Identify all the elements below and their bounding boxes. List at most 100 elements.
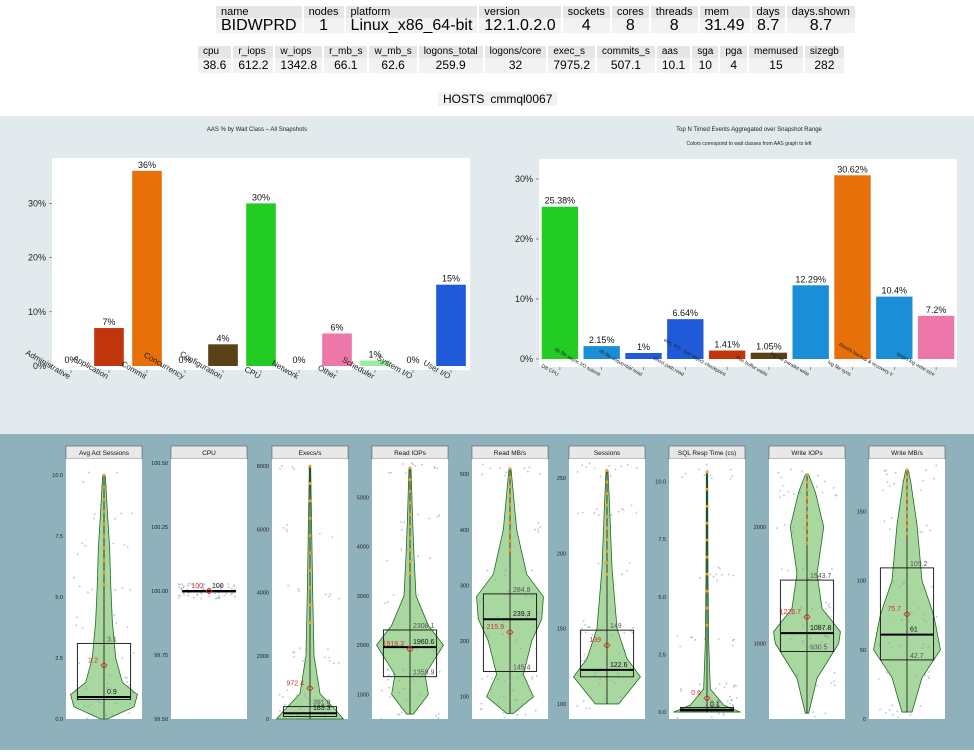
outlier-point [705,589,709,593]
jitter-point [893,482,895,485]
mean-marker [100,661,108,669]
jitter-point [604,696,607,699]
jitter-point [705,704,707,707]
summary1-header-8: days [751,6,785,18]
jitter-point [522,703,524,706]
jitter-point [131,692,134,694]
bar [436,284,466,366]
outlier-point [508,503,512,507]
summary2-header-7: exec_s [548,46,596,58]
outlier-point [508,476,512,480]
outlier-point [805,495,809,499]
y-tick-label: 1000 [754,641,766,647]
jitter-point [778,496,781,499]
jitter-point [486,569,489,572]
jitter-point [818,578,821,580]
jitter-point [400,711,403,714]
mean-marker [406,645,414,653]
violin-charts-panel: Avg Act Sessions 0.0 2.5 5.0 7.5 10.0 2.2 0.9 3.… [0,434,974,750]
outlier-point [508,485,512,489]
jitter-point [732,574,734,577]
jitter-point [779,489,781,492]
jitter-point [299,708,302,711]
outlier-point [805,480,809,484]
jitter-point [197,587,200,590]
outlier-point [508,539,512,543]
jitter-point [628,562,631,565]
jitter-point [106,713,108,716]
jitter-point [183,593,185,596]
jitter-point [610,514,613,516]
jitter-point [76,616,78,619]
jitter-point [721,573,724,576]
jitter-point [416,648,419,651]
jitter-point [390,471,392,474]
jitter-point [923,613,925,616]
outlier-point [102,570,106,574]
summary2-value-5: 259.9 [418,58,483,73]
jitter-point [502,621,505,623]
jitter-point [114,589,117,591]
jitter-point [398,679,401,682]
y-tick-label: 2.5 [55,656,63,662]
jitter-point [214,597,217,600]
y-tick-label: 10% [515,294,533,304]
jitter-point [112,542,115,545]
jitter-point [177,594,180,597]
panel-title: Execs/s [299,450,323,457]
jitter-point [530,595,533,598]
summary1-header-1: nodes [303,6,344,18]
y-tick-label: 1000 [357,692,369,698]
summary1-header-2: platform [345,6,478,18]
outlier-point [905,510,909,514]
jitter-point [516,677,519,679]
q1-label: 42.7 [910,653,924,660]
jitter-point [617,510,620,513]
bar [667,319,704,359]
outlier-point [308,586,312,590]
jitter-point [731,475,733,478]
jitter-point [709,474,712,477]
jitter-point [901,619,904,622]
jitter-point [278,693,281,696]
outlier-point [905,532,909,536]
outlier-point [102,534,106,538]
jitter-point [618,652,620,655]
bar-value-label: 2.15% [589,335,615,345]
jitter-point [180,588,182,591]
q3-label: 109.2 [910,561,928,568]
jitter-point [328,656,331,659]
jitter-point [388,686,390,689]
outlier-point [705,521,709,525]
jitter-point [492,572,495,575]
jitter-point [802,624,804,627]
jitter-point [834,494,837,497]
jitter-point [187,592,190,595]
jitter-point [200,587,203,589]
outlier-point [408,560,412,564]
outlier-point [605,492,609,496]
outlier-point [605,538,609,542]
summary2-header-11: pga [720,46,748,58]
jitter-point [299,647,302,650]
jitter-point [817,474,819,477]
outlier-point [102,497,106,501]
jitter-point [201,585,204,587]
chart-title: Top N Timed Events Aggregated over Snaps… [676,127,822,133]
jitter-point [801,568,804,570]
summary2-header-3: r_mb_s [324,46,368,58]
jitter-point [922,643,925,646]
jitter-point [307,697,309,700]
mean-marker [306,684,314,692]
outlier-point [102,546,106,550]
jitter-point [516,713,519,716]
summary1-header-3: version [479,6,561,18]
jitter-point [789,637,792,640]
jitter-point [676,634,679,637]
jitter-point [285,528,288,531]
median-label: 1087.8 [810,625,832,632]
jitter-point [719,567,721,570]
summary2-header-6: logons/core [484,46,547,58]
jitter-point [587,626,590,628]
jitter-point [479,599,481,602]
